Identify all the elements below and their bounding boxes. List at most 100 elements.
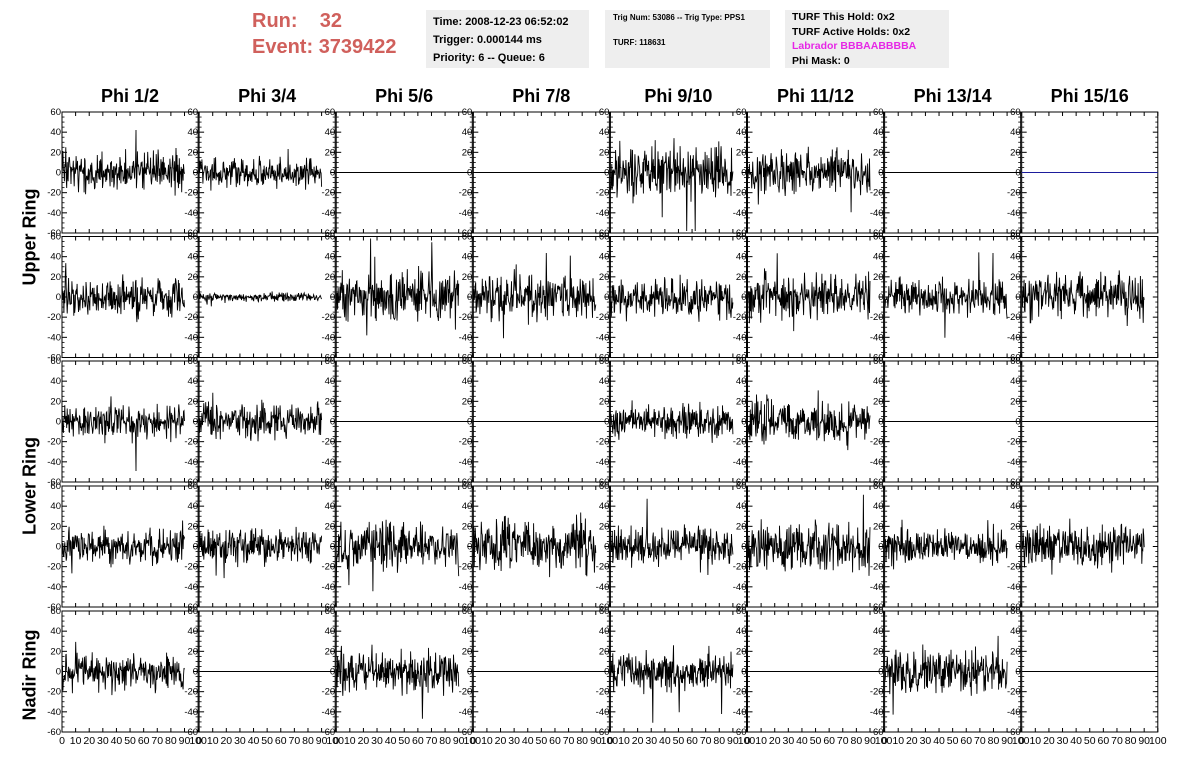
x-tick-label: 80 [165,735,177,747]
y-tick-label: -60 [1007,602,1021,613]
waveform-line [1021,270,1145,327]
y-tick-label: -20 [596,312,610,323]
waveform-line [61,129,185,196]
x-tick-label: 30 [920,735,932,747]
y-tick-label: -60 [596,477,610,488]
waveform-line [472,512,597,578]
y-tick-label: -60 [184,602,198,613]
event-row: Event: 3739422 [252,34,397,60]
y-tick-label: 60 [599,356,610,367]
x-tick-label: 90 [864,735,876,747]
y-tick-label: -60 [47,353,61,364]
x-tick-label: 30 [97,735,109,747]
y-tick-label: 0 [193,417,198,428]
y-tick-label: -60 [1007,727,1021,738]
waveform-line [198,526,323,579]
column-title-7: Phi 13/14 [913,86,992,106]
x-tick-label: 0 [882,735,888,747]
y-tick-label: 40 [736,252,747,263]
column-title-8: Phi 15/16 [1050,86,1129,106]
y-tick-label: 60 [50,232,61,243]
y-tick-label: 0 [330,292,335,303]
x-tick-label: 50 [536,735,548,747]
x-tick-label: 0 [470,735,476,747]
x-tick-label: 70 [426,735,438,747]
panel-r1-c1: -60 -40 -20 0 20 40 60 [47,107,199,239]
y-tick-label: 40 [50,501,61,512]
x-tick-label: 0 [745,735,751,747]
panel-r1-c2: -60 -40 -20 0 20 40 60 [184,107,336,239]
y-tick-label: 20 [1010,272,1021,283]
y-tick-label: -20 [184,562,198,573]
y-tick-label: -40 [870,332,884,343]
waveform-line [198,392,323,442]
y-tick-label: 20 [1010,521,1021,532]
y-tick-label: 40 [325,376,336,387]
run-label: Run: [252,10,298,32]
y-tick-label: -60 [459,477,473,488]
x-tick-label: 90 [179,735,191,747]
y-tick-label: 60 [462,107,473,118]
y-tick-label: 20 [188,396,199,407]
y-tick-label: 40 [462,127,473,138]
y-tick-label: 20 [50,272,61,283]
y-tick-label: 0 [604,292,609,303]
x-tick-label: 10 [892,735,904,747]
trig-info-box: Trig Num: 53086 -- Trig Type: PPS1 TURF:… [605,10,770,68]
y-tick-label: 60 [1010,107,1021,118]
y-tick-label: 60 [1010,606,1021,617]
y-tick-label: -60 [733,228,747,239]
x-tick-label: 10 [618,735,630,747]
panel-r4-c5: -60 -40 -20 0 20 40 60 [596,481,748,613]
y-tick-label: -40 [184,332,198,343]
waveform-line [335,519,460,592]
y-tick-label: 60 [873,107,884,118]
x-tick-label: 70 [1111,735,1123,747]
panel-r1-c6: -60 -40 -20 0 20 40 60 [733,107,885,239]
panel-r2-c2: -60 -40 -20 0 20 40 60 [184,232,336,364]
y-tick-label: 0 [604,667,609,678]
x-tick-label: 100 [875,735,893,747]
y-tick-label: 40 [736,376,747,387]
y-tick-label: 40 [462,252,473,263]
y-tick-label: 60 [1010,232,1021,243]
y-tick-label: -60 [184,228,198,239]
y-tick-label: -20 [1007,687,1021,698]
y-tick-label: 60 [50,606,61,617]
y-tick-label: -40 [870,208,884,219]
y-tick-label: -40 [459,332,473,343]
y-tick-label: -20 [321,188,335,199]
column-title-5: Phi 9/10 [644,86,713,106]
waveform-line [609,400,734,443]
y-tick-label: -40 [1007,332,1021,343]
y-tick-label: -60 [321,228,335,239]
waveform-line [61,641,185,696]
y-tick-label: -60 [47,602,61,613]
y-tick-label: 60 [599,481,610,492]
x-tick-label: 70 [289,735,301,747]
y-tick-label: 40 [188,376,199,387]
y-tick-label: -60 [47,477,61,488]
y-tick-label: -20 [47,312,61,323]
y-tick-label: -60 [733,602,747,613]
y-tick-label: 60 [736,356,747,367]
y-tick-label: -40 [733,582,747,593]
y-tick-label: -60 [596,602,610,613]
x-tick-label: 90 [727,735,739,747]
x-tick-label: 10 [755,735,767,747]
y-tick-label: -40 [321,582,335,593]
panel-r1-c8: -60 -40 -20 0 20 40 60 [1007,107,1159,239]
x-tick-label: 50 [673,735,685,747]
y-tick-label: -40 [733,208,747,219]
y-tick-label: 40 [873,626,884,637]
x-tick-label: 100 [738,735,756,747]
y-tick-label: 60 [188,107,199,118]
y-tick-label: -20 [1007,562,1021,573]
turf-active-holds-text: TURF Active Holds: 0x2 [792,25,911,38]
y-tick-label: -20 [459,562,473,573]
y-tick-label: 20 [873,521,884,532]
x-tick-label: 10 [344,735,356,747]
panel-r4-c1: -60 -40 -20 0 20 40 60 [47,481,199,613]
y-tick-label: -60 [321,727,335,738]
